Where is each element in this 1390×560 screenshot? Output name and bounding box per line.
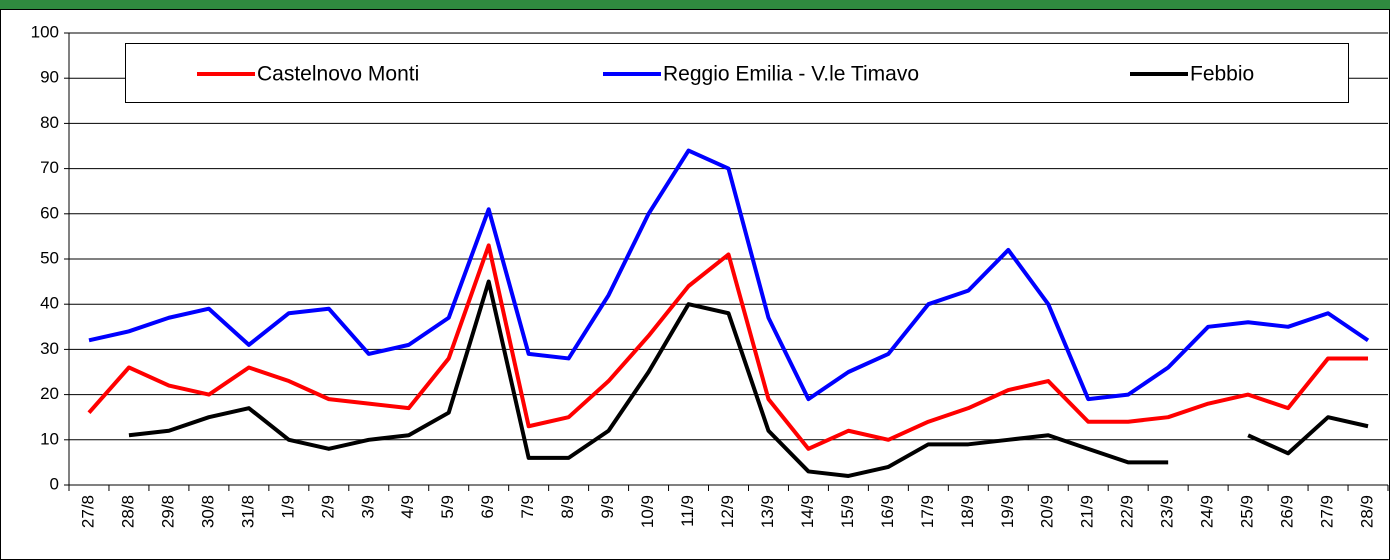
y-tick-label: 80	[40, 113, 59, 132]
x-tick-label: 22/9	[1118, 495, 1137, 528]
series-line	[128, 279, 1369, 478]
x-tick-label: 17/9	[918, 495, 937, 528]
y-tick-label: 0	[50, 474, 59, 493]
x-tick-label: 21/9	[1078, 495, 1097, 528]
legend-label: Reggio Emilia - V.le Timavo	[663, 63, 919, 86]
series-line	[88, 148, 1370, 402]
x-tick-label: 24/9	[1198, 495, 1217, 528]
legend-label: Febbio	[1190, 63, 1254, 86]
x-tick-label: 3/9	[358, 495, 377, 519]
x-tick-label: 28/8	[118, 495, 137, 528]
x-tick-label: 9/9	[598, 495, 617, 519]
x-tick-label: 2/9	[318, 495, 337, 519]
x-tick-label: 29/8	[158, 495, 177, 528]
x-tick-label: 20/9	[1038, 495, 1057, 528]
x-tick-label: 11/9	[678, 495, 697, 527]
y-tick-label: 60	[40, 203, 59, 222]
x-tick-label: 16/9	[878, 495, 897, 528]
x-tick-label: 10/9	[638, 495, 657, 528]
y-tick-label: 50	[40, 248, 59, 267]
series-line	[87, 243, 1369, 451]
y-tick-label: 20	[40, 384, 59, 403]
x-tick-label: 23/9	[1158, 495, 1177, 528]
legend: Castelnovo Monti Reggio Emilia - V.le Tim…	[125, 43, 1349, 103]
y-tick-label: 30	[40, 339, 59, 358]
x-tick-label: 27/9	[1318, 495, 1337, 528]
x-tick-label: 12/9	[718, 495, 737, 528]
y-tick-label: 90	[40, 68, 59, 87]
x-tick-label: 6/9	[478, 495, 497, 519]
y-tick-label: 10	[40, 429, 59, 448]
x-tick-label: 14/9	[798, 495, 817, 528]
y-tick-label: 100	[31, 22, 59, 41]
legend-label: Castelnovo Monti	[257, 63, 419, 86]
x-tick-label: 26/9	[1278, 495, 1297, 528]
x-tick-label: 15/9	[838, 495, 857, 528]
x-tick-label: 13/9	[758, 495, 777, 528]
header-bar	[0, 0, 1390, 9]
x-tick-label: 31/8	[238, 495, 257, 528]
x-tick-label: 1/9	[278, 495, 297, 519]
y-tick-label: 70	[40, 158, 59, 177]
x-tick-label: 28/9	[1357, 495, 1376, 528]
x-tick-label: 5/9	[438, 495, 457, 519]
x-tick-label: 19/9	[998, 495, 1017, 528]
x-tick-label: 8/9	[558, 495, 577, 519]
x-tick-label: 30/8	[198, 495, 217, 528]
x-tick-label: 7/9	[518, 495, 537, 519]
x-tick-label: 18/9	[958, 495, 977, 528]
y-tick-label: 40	[40, 294, 59, 313]
x-tick-label: 25/9	[1238, 495, 1257, 528]
x-tick-label: 27/8	[78, 495, 97, 528]
x-tick-label: 4/9	[398, 495, 417, 519]
